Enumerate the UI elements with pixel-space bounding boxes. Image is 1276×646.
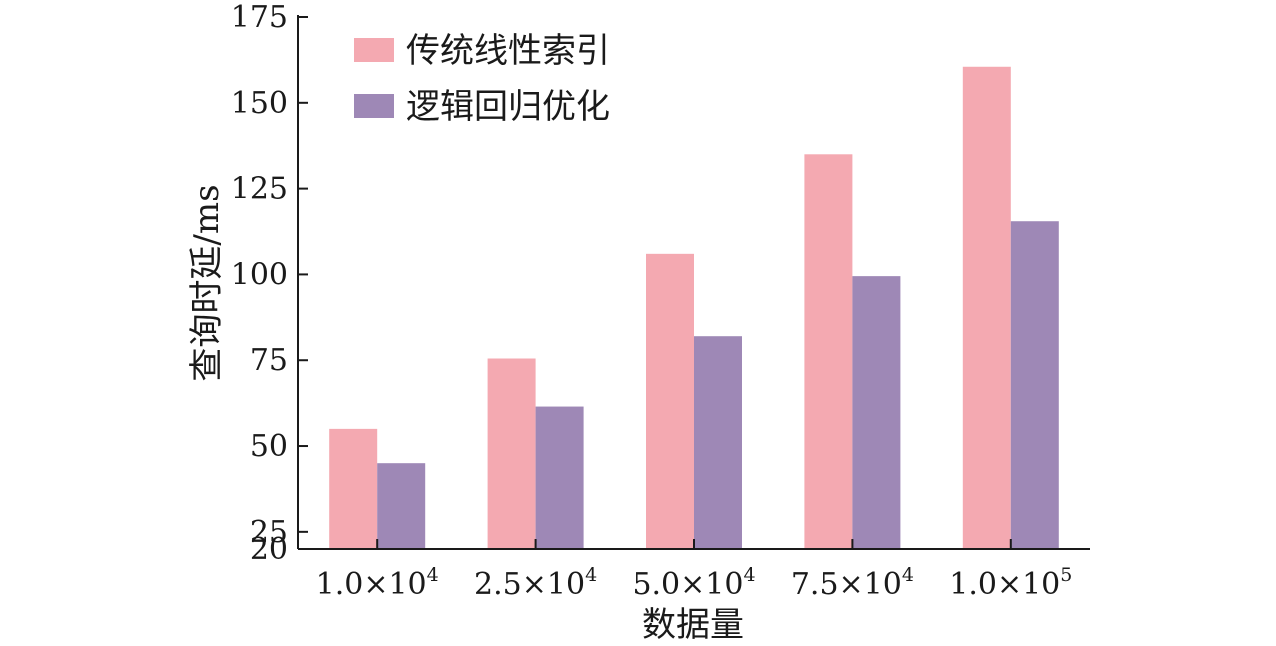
y-tick-label: 20 [250,532,288,567]
x-tick-label: 1.0×105 [949,564,1072,602]
bar-linear-1 [487,358,536,549]
x-tick-label: 2.5×104 [474,564,597,602]
bar-logistic-0 [377,463,426,549]
y-tick-label: 150 [231,86,288,121]
legend-swatch-0 [354,38,394,62]
x-axis-title: 数据量 [642,605,744,645]
bar-linear-0 [329,428,378,549]
bar-linear-2 [646,253,694,549]
bar-logistic-3 [852,276,901,549]
y-tick-label: 50 [250,429,288,464]
y-axis-title: 查询时延/ms [187,184,227,381]
legend-swatch-1 [354,94,394,118]
y-tick-label: 75 [250,343,288,378]
y-tick-label: 175 [231,0,288,35]
y-tick-label: 100 [231,257,288,292]
y-tick-label: 125 [231,172,288,207]
bar-linear-4 [962,66,1011,550]
bar-logistic-2 [694,336,742,549]
bar-logistic-1 [535,406,584,549]
x-tick-label: 1.0×104 [316,564,439,602]
legend-label-0: 传统线性索引 [406,31,610,71]
y-tick-label: 25 [250,515,288,550]
bars [329,66,1059,550]
legend-label-1: 逻辑回归优化 [406,87,610,127]
x-tick-label: 5.0×104 [632,564,755,602]
x-axis: 1.0×104 2.5×104 5.0×104 7.5×104 1.0×105 [298,539,1090,602]
bar-logistic-4 [1010,221,1059,549]
bar-linear-3 [804,154,853,549]
x-tick-label: 7.5×104 [791,564,914,602]
